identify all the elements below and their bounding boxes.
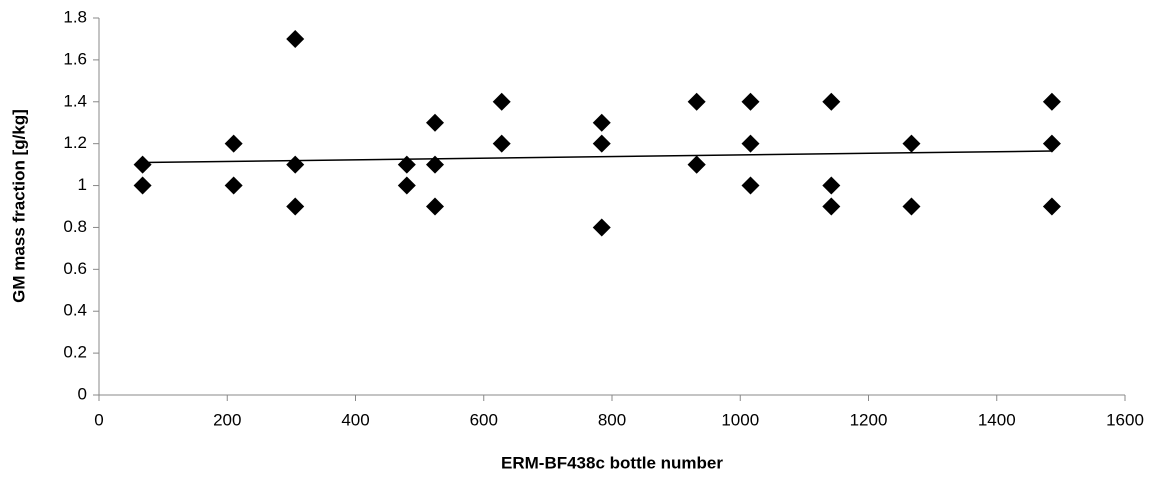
data-point <box>592 218 611 237</box>
data-point <box>492 92 511 111</box>
data-point <box>902 197 921 216</box>
x-tick-label: 0 <box>94 410 103 429</box>
y-tick-label: 0.2 <box>63 343 87 362</box>
y-tick-label: 0.4 <box>63 301 87 320</box>
y-tick-label: 1.4 <box>63 91 87 110</box>
data-point <box>426 197 445 216</box>
x-axis-title: ERM-BF438c bottle number <box>501 453 723 472</box>
y-tick-label: 1.2 <box>63 133 87 152</box>
data-point <box>592 134 611 153</box>
x-tick-label: 1400 <box>978 410 1016 429</box>
x-tick-label: 200 <box>213 410 241 429</box>
data-point <box>1042 92 1061 111</box>
data-point <box>426 113 445 132</box>
data-point <box>1042 134 1061 153</box>
y-tick-label: 1 <box>78 175 87 194</box>
data-point <box>133 176 152 195</box>
data-point <box>741 176 760 195</box>
data-point <box>902 134 921 153</box>
x-tick-label: 1600 <box>1106 410 1144 429</box>
y-tick-label: 0.8 <box>63 217 87 236</box>
trendline <box>142 150 1052 164</box>
y-tick-label: 1.6 <box>63 49 87 68</box>
data-point <box>492 134 511 153</box>
data-point <box>687 155 706 174</box>
data-point <box>822 197 841 216</box>
data-point <box>822 176 841 195</box>
x-tick-label: 600 <box>470 410 498 429</box>
y-axis-title: GM mass fraction [g/kg] <box>9 109 28 303</box>
x-tick-label: 800 <box>598 410 626 429</box>
data-point <box>822 92 841 111</box>
x-tick-label: 1000 <box>721 410 759 429</box>
data-point <box>286 29 305 48</box>
data-point <box>592 113 611 132</box>
data-point <box>224 134 243 153</box>
data-point <box>1042 197 1061 216</box>
x-tick-label: 400 <box>341 410 369 429</box>
data-point <box>133 155 152 174</box>
data-point <box>687 92 706 111</box>
data-point <box>224 176 243 195</box>
data-point <box>286 197 305 216</box>
x-tick-label: 1200 <box>850 410 888 429</box>
data-point <box>426 155 445 174</box>
y-tick-label: 0.6 <box>63 259 87 278</box>
data-point <box>286 155 305 174</box>
data-point <box>741 134 760 153</box>
data-point <box>397 155 416 174</box>
data-point <box>741 92 760 111</box>
data-point <box>397 176 416 195</box>
y-tick-label: 0 <box>78 384 87 403</box>
y-tick-label: 1.8 <box>63 7 87 26</box>
